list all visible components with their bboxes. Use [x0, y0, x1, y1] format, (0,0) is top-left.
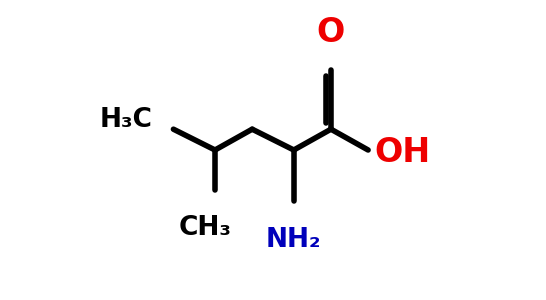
Text: H₃C: H₃C: [100, 107, 153, 133]
Text: OH: OH: [374, 136, 430, 169]
Text: NH₂: NH₂: [266, 227, 322, 253]
Text: O: O: [317, 16, 345, 49]
Text: CH₃: CH₃: [178, 215, 231, 242]
